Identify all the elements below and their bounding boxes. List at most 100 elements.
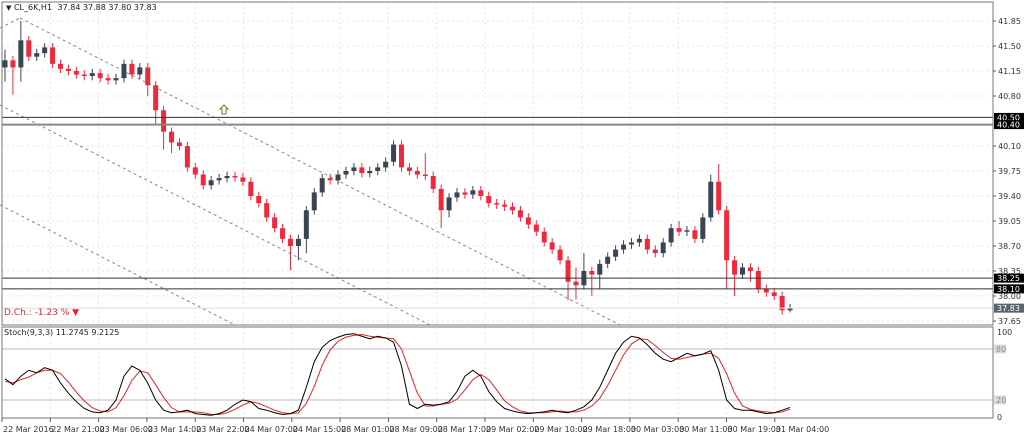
candle-bear bbox=[486, 196, 492, 204]
candle-bear bbox=[692, 230, 698, 239]
level-price-tag bbox=[994, 273, 1024, 283]
candle-bear bbox=[510, 206, 516, 211]
candle-bear bbox=[145, 67, 151, 86]
candle-bear bbox=[502, 204, 508, 207]
candle-bull bbox=[383, 161, 389, 168]
candle-bull bbox=[454, 192, 460, 198]
candle-bear bbox=[747, 267, 753, 272]
x-tick-label: 29 Mar 18:00 bbox=[583, 425, 636, 434]
candle-bear bbox=[732, 260, 738, 275]
candle-bear bbox=[438, 188, 444, 211]
arrow-up-icon bbox=[218, 104, 230, 115]
triangle-down-icon[interactable]: ▼ bbox=[6, 4, 12, 12]
candle-bull bbox=[621, 244, 627, 250]
candle-bear bbox=[26, 40, 32, 57]
candle-bear bbox=[176, 142, 182, 147]
x-tick-label: 23 Mar 14:00 bbox=[148, 425, 201, 434]
candle-bull bbox=[708, 181, 714, 218]
candle-bull bbox=[700, 217, 706, 239]
candle-bear bbox=[248, 181, 254, 197]
y-tick-label: 41.15 bbox=[998, 67, 1021, 76]
stoch-level-tag bbox=[994, 395, 1006, 405]
candle-bull bbox=[113, 78, 119, 81]
candle-bull bbox=[446, 197, 452, 211]
y-tick-label: 38.35 bbox=[998, 267, 1021, 276]
y-tick-label: 39.05 bbox=[998, 217, 1021, 226]
candle-bear bbox=[264, 203, 270, 218]
stoch-k-value: 11.2745 bbox=[55, 328, 89, 337]
candle-bear bbox=[287, 238, 293, 247]
channel-line bbox=[0, 104, 431, 326]
channel-line bbox=[0, 204, 236, 326]
channel-line bbox=[0, 17, 21, 29]
candle-bull bbox=[605, 256, 611, 264]
daily-change-value: -1.23 % bbox=[34, 308, 70, 318]
candle-bull bbox=[224, 176, 230, 179]
candle-bear bbox=[327, 178, 333, 181]
candle-bull bbox=[375, 167, 381, 172]
stoch-label: Stoch(9,3,3) 11.2745 9.2125 bbox=[4, 328, 119, 337]
candle-bear bbox=[462, 192, 468, 195]
x-tick-label: 22 Mar 2016 bbox=[3, 425, 54, 434]
candle-bear bbox=[549, 242, 555, 250]
candle-bull bbox=[613, 249, 619, 257]
candle-bear bbox=[10, 60, 16, 68]
stoch-k-line bbox=[4, 333, 791, 416]
y-tick-label: 39.40 bbox=[998, 192, 1021, 201]
stoch-d-line bbox=[4, 334, 791, 415]
candle-bear bbox=[478, 190, 484, 197]
stoch-d-value: 9.2125 bbox=[91, 328, 120, 337]
stoch-level-tag bbox=[994, 344, 1006, 354]
candle-bull bbox=[391, 144, 397, 162]
x-tick-label: 24 Mar 07:00 bbox=[245, 425, 298, 434]
candle-bear bbox=[517, 210, 523, 218]
x-tick-label: 28 Mar 17:00 bbox=[438, 425, 491, 434]
candle-bear bbox=[81, 74, 87, 77]
y-tick-label: 39.75 bbox=[998, 167, 1021, 176]
candle-bear bbox=[97, 73, 103, 79]
candle-bull bbox=[89, 73, 95, 77]
candle-bull bbox=[335, 174, 341, 181]
candle-bear bbox=[525, 217, 531, 225]
current-price-tag bbox=[994, 303, 1024, 313]
stoch-axis-label: 0 bbox=[997, 413, 1002, 422]
candle-bull bbox=[470, 190, 476, 195]
candle-bull bbox=[311, 192, 317, 211]
y-tick-label: 37.65 bbox=[998, 317, 1021, 326]
current-price-label: 37.83 bbox=[997, 304, 1020, 313]
candle-bull bbox=[42, 47, 48, 54]
candle-bear bbox=[169, 131, 175, 143]
x-tick-label: 28 Mar 09:00 bbox=[389, 425, 442, 434]
candle-bear bbox=[676, 228, 682, 232]
candle-bear bbox=[771, 292, 777, 297]
candle-bull bbox=[2, 60, 8, 68]
candle-bear bbox=[422, 174, 428, 177]
candle-bear bbox=[652, 249, 658, 254]
y-tick-label: 38.00 bbox=[998, 292, 1021, 301]
level-price-tag bbox=[994, 120, 1024, 130]
stoch-panel-border bbox=[1, 326, 994, 419]
x-tick-label: 28 Mar 01:00 bbox=[341, 425, 394, 434]
y-tick-label: 41.85 bbox=[998, 17, 1021, 26]
candle-bull bbox=[303, 210, 309, 239]
candle-bear bbox=[716, 181, 722, 211]
candle-bull bbox=[787, 308, 793, 311]
stoch-level-label: 20 bbox=[996, 396, 1006, 405]
candle-bull bbox=[367, 171, 373, 174]
candle-bear bbox=[541, 231, 547, 243]
candle-bear bbox=[161, 110, 167, 132]
candle-bear bbox=[50, 47, 56, 64]
y-tick-label: 40.80 bbox=[998, 92, 1021, 101]
candle-bear bbox=[430, 176, 436, 189]
symbol-label: CL_6K,H1 bbox=[13, 3, 52, 12]
candle-bull bbox=[208, 180, 214, 186]
level-price-label: 40.40 bbox=[997, 121, 1020, 130]
x-tick-label: 23 Mar 06:00 bbox=[100, 425, 153, 434]
candle-bear bbox=[192, 167, 198, 175]
daily-change: D.Ch.: -1.23 % ▼ bbox=[4, 308, 79, 318]
candle-bull bbox=[628, 242, 634, 245]
candle-bear bbox=[73, 71, 79, 75]
candle-bull bbox=[343, 171, 349, 175]
